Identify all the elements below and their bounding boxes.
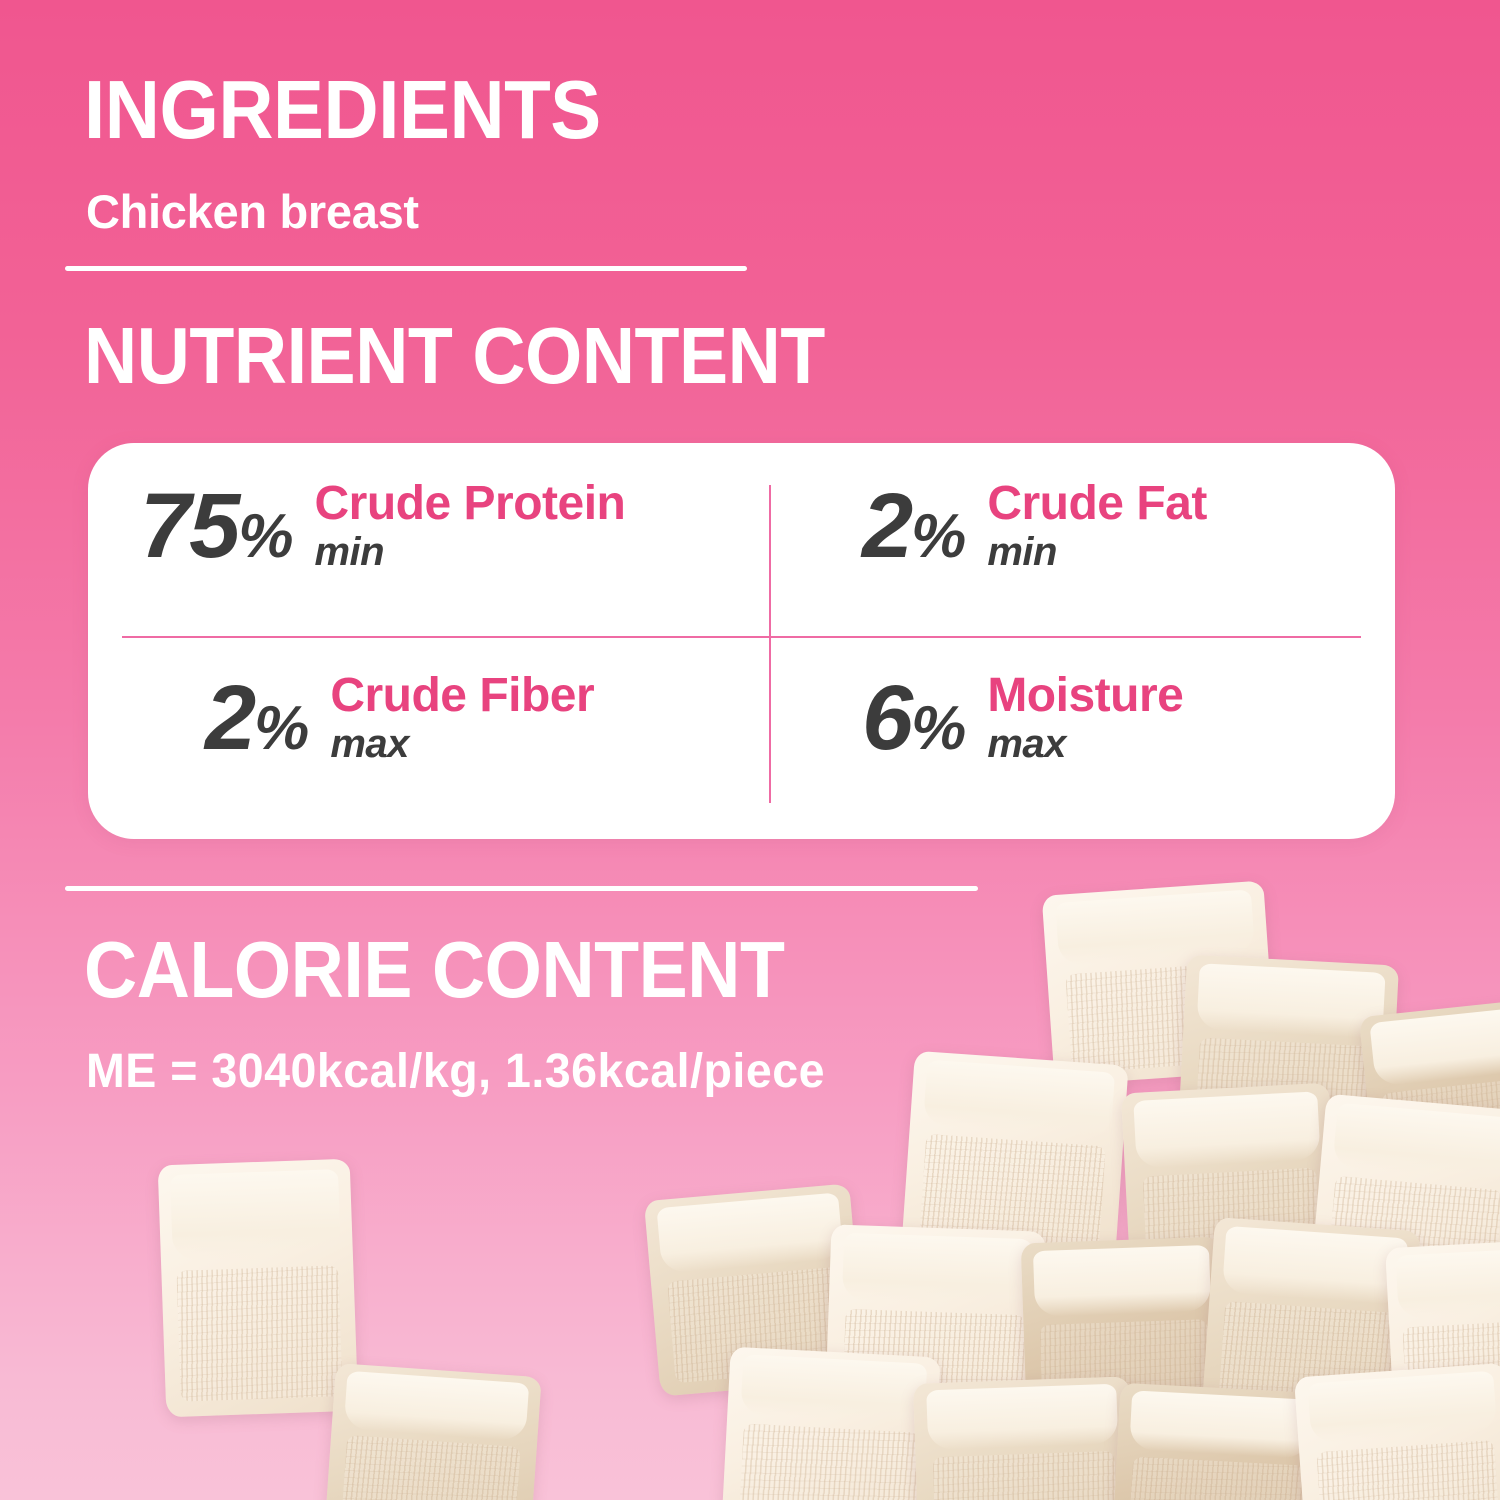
nutrient-item-crude-fat: 2% Crude Fat min	[862, 475, 1207, 577]
nutrient-label: Crude Fat	[987, 477, 1207, 530]
section-divider	[65, 886, 978, 891]
ingredients-heading: INGREDIENTS	[84, 63, 601, 156]
nutrient-label-group: Crude Fat min	[987, 477, 1207, 574]
nutrient-value: 2%	[862, 475, 966, 577]
nutrient-qualifier: min	[314, 530, 385, 574]
nutrient-item-crude-fiber: 2% Crude Fiber max	[205, 667, 595, 769]
nutrient-value: 75%	[140, 475, 293, 577]
nutrient-value: 2%	[205, 667, 309, 769]
card-horizontal-divider	[122, 636, 1361, 638]
nutrient-qualifier: min	[987, 530, 1057, 574]
nutrient-label-group: Crude Fiber max	[330, 669, 595, 766]
nutrient-label-group: Crude Protein min	[314, 477, 626, 574]
calorie-content-value: ME = 3040kcal/kg, 1.36kcal/piece	[86, 1045, 826, 1098]
calorie-content-heading: CALORIE CONTENT	[84, 925, 785, 1014]
section-divider	[65, 266, 747, 271]
nutrient-label: Moisture	[987, 669, 1184, 722]
nutrient-content-heading: NUTRIENT CONTENT	[84, 311, 825, 400]
card-vertical-divider	[769, 485, 771, 803]
nutrient-qualifier: max	[330, 722, 409, 766]
ingredients-list: Chicken breast	[86, 185, 419, 238]
nutrient-label: Crude Fiber	[330, 669, 595, 722]
nutrient-content-card	[88, 443, 1395, 839]
nutrient-value: 6%	[862, 667, 966, 769]
nutrient-qualifier: max	[987, 722, 1066, 766]
nutrient-item-moisture: 6% Moisture max	[862, 667, 1184, 769]
nutrient-item-crude-protein: 75% Crude Protein min	[140, 475, 626, 577]
nutrient-label-group: Moisture max	[987, 669, 1184, 766]
nutrient-label: Crude Protein	[314, 477, 626, 530]
